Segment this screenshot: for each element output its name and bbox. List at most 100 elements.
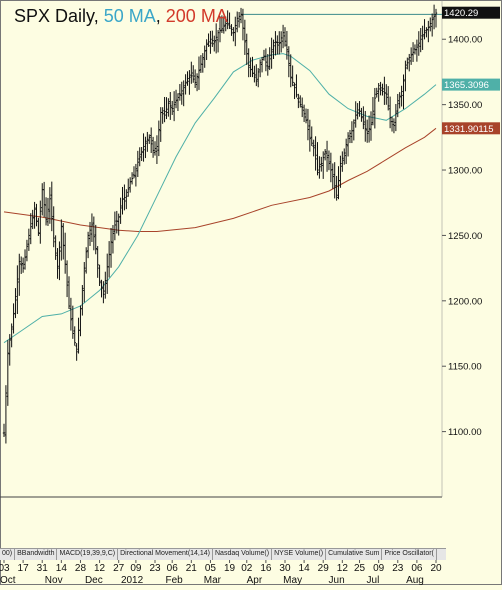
x-tick-label: 12 <box>94 563 106 574</box>
price-bar <box>362 106 365 130</box>
price-bar <box>41 183 44 216</box>
price-bar <box>228 12 231 29</box>
indicator-tab[interactable]: Cumulative Sum <box>326 549 383 560</box>
indicator-tab[interactable]: MACD(19,39,9,C) <box>57 549 119 560</box>
price-bar <box>226 10 229 30</box>
price-bar <box>172 91 176 122</box>
price-bar <box>220 15 224 34</box>
price-bar <box>163 96 166 123</box>
price-bar <box>258 59 262 78</box>
price-bar <box>98 264 101 287</box>
price-bar <box>148 134 151 144</box>
price-bar <box>218 16 222 43</box>
price-bar <box>127 178 130 197</box>
price-bar <box>195 73 199 92</box>
price-bar <box>186 71 189 86</box>
price-bar <box>408 53 411 72</box>
price-bar <box>111 224 115 254</box>
x-axis: 03 17 31 14 28 12 27 09 23 06 21 05 19 02 16 30 14 29 12 25… <box>0 559 442 586</box>
price-bar <box>107 241 111 278</box>
price-bar <box>302 104 306 122</box>
price-bar <box>33 201 36 229</box>
price-bar <box>427 20 430 43</box>
price-bar <box>54 235 57 260</box>
price-bar <box>18 253 21 296</box>
price-bar <box>346 132 350 157</box>
x-tick-label: 28 <box>75 563 87 574</box>
title-ma50: 50 MA <box>103 6 156 26</box>
price-bar <box>211 30 214 47</box>
price-bar <box>356 103 359 120</box>
indicator-tab[interactable]: NYSE Volume() <box>272 549 327 560</box>
price-bar <box>308 119 312 152</box>
price-bar <box>385 84 388 105</box>
indicator-tab[interactable]: Directional Movement(14,14) <box>118 549 213 560</box>
price-bar <box>134 163 138 187</box>
price-bar <box>390 116 394 132</box>
price-bar <box>377 83 380 102</box>
price-label-price: 1420.29 <box>442 6 500 19</box>
x-tick-label: 05 <box>205 563 217 574</box>
price-bar <box>104 271 107 299</box>
price-bar <box>236 11 239 33</box>
price-bar <box>167 98 170 117</box>
x-month-label: Dec <box>85 575 103 585</box>
x-tick-label: 23 <box>149 563 161 574</box>
price-bar <box>417 31 420 56</box>
price-bar <box>50 181 53 232</box>
price-bar <box>205 39 208 60</box>
price-bar <box>96 246 99 278</box>
price-bar <box>255 64 258 87</box>
price-bar <box>94 224 97 255</box>
price-bar <box>42 181 46 218</box>
price-bar <box>341 151 344 172</box>
price-bar <box>69 297 73 331</box>
x-tick-label: 02 <box>241 563 253 574</box>
price-bar <box>335 175 338 201</box>
price-bar <box>375 87 378 98</box>
x-tick-label: 16 <box>260 563 272 574</box>
price-bar <box>169 92 172 120</box>
price-bar <box>239 7 243 24</box>
price-bar <box>327 150 331 171</box>
price-bar <box>318 156 321 179</box>
price-bar <box>400 85 403 107</box>
price-bar <box>396 93 399 118</box>
indicator-tab[interactable]: Nasdaq Volume() <box>213 549 273 560</box>
price-bar <box>344 138 348 164</box>
price-bar <box>379 81 382 96</box>
price-bar <box>109 227 113 268</box>
indicator-tab[interactable]: 00) <box>0 549 16 560</box>
price-labels-layer: 1420.29 1365.3096 1331.90115 <box>442 6 500 135</box>
price-bar <box>234 16 237 47</box>
price-bar <box>67 276 71 309</box>
price-bar <box>25 239 29 262</box>
price-bar <box>121 186 124 215</box>
x-tick-label: 03 <box>0 563 10 574</box>
price-bar <box>88 221 92 246</box>
price-bar <box>367 115 371 143</box>
price-bar <box>73 326 76 346</box>
price-bar <box>14 288 17 319</box>
x-tick-label: 14 <box>299 563 311 574</box>
price-bar <box>8 334 11 366</box>
price-bar <box>155 135 159 165</box>
price-bar <box>157 120 161 157</box>
price-bar <box>151 136 155 158</box>
price-bar <box>197 56 201 90</box>
price-bar <box>369 111 373 141</box>
price-bar <box>429 17 432 32</box>
price-bar <box>132 166 136 179</box>
price-bar <box>37 217 40 236</box>
price-bar <box>279 31 283 53</box>
indicator-tab[interactable]: Price Oscillator( <box>382 549 437 560</box>
price-bar <box>409 47 413 65</box>
price-bar <box>149 127 153 153</box>
indicator-tab[interactable]: BBandwidth <box>15 549 58 560</box>
price-bar <box>415 39 419 62</box>
price-bar <box>287 46 291 78</box>
price-bar <box>432 4 436 30</box>
price-bar <box>320 156 323 172</box>
price-bar <box>178 84 182 101</box>
price-bar <box>257 68 260 88</box>
